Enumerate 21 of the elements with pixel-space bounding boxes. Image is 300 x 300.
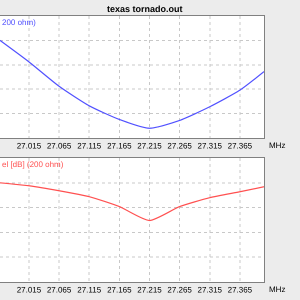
x-axis-title: MHz (269, 285, 286, 294)
y-axis-title: el [dB] (200 ohm) (2, 160, 64, 169)
x-tick-label: 27.015 (16, 142, 42, 151)
x-tick-label: 27.215 (137, 142, 162, 151)
x-tick-label: 27.365 (228, 286, 253, 295)
x-tick-label: 27.065 (46, 142, 72, 151)
x-tick-label: 27.165 (107, 286, 132, 295)
x-tick-label: 27.015 (16, 286, 42, 295)
x-tick-label: 27.115 (77, 142, 102, 151)
x-tick-label: 27.065 (46, 286, 72, 295)
y-axis-title: 200 ohm) (2, 18, 36, 27)
x-tick-label: 27.215 (137, 286, 162, 295)
x-tick-label: 27.365 (228, 142, 253, 151)
x-tick-label: 27.315 (198, 286, 223, 295)
x-tick-label: 27.315 (198, 142, 223, 151)
x-tick-label: 27.115 (77, 286, 102, 295)
x-tick-label: 27.265 (167, 286, 192, 295)
chart-title: texas tornado.out (107, 4, 183, 14)
x-axis-title: MHz (269, 141, 286, 150)
x-tick-label: 27.265 (167, 142, 192, 151)
x-tick-label: 27.165 (107, 142, 132, 151)
